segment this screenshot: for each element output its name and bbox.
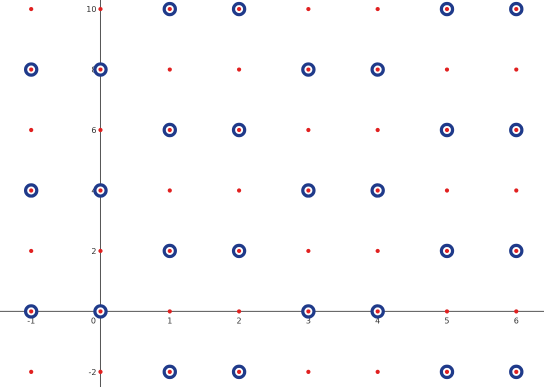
data-point [514,127,519,133]
data-point [98,67,103,72]
x-tick-label: 6 [514,316,519,325]
data-point [167,188,172,193]
data-point [306,6,311,12]
data-point [98,6,103,12]
data-point [236,6,242,12]
data-point [98,188,103,193]
data-point [167,6,172,12]
data-point [306,248,311,254]
x-tick-label: -1 [27,316,35,325]
data-point [444,309,450,314]
data-point [29,127,34,133]
x-tick-label: 3 [306,316,311,325]
data-point [444,188,450,193]
data-point [98,309,103,314]
data-point [306,309,311,314]
data-point [167,67,172,72]
data-point [98,248,103,254]
data-point [514,6,519,12]
data-point [306,369,311,374]
y-tick-label: 10 [86,5,96,14]
data-point [375,248,380,254]
data-point [306,188,311,193]
data-point [514,309,519,314]
data-point [29,67,34,72]
data-point [375,6,380,12]
x-tick-label: 2 [237,316,242,325]
data-point [444,369,450,374]
data-point [514,188,519,193]
y-tick-label: 2 [91,247,96,256]
x-tick-label: 1 [167,316,172,325]
data-point [236,67,242,72]
data-point [375,309,380,314]
data-point [29,188,34,193]
data-point [167,248,172,254]
data-point [514,248,519,254]
data-point [236,248,242,254]
data-point [306,67,311,72]
data-point [98,369,103,374]
data-point [29,248,34,254]
data-point [236,369,242,374]
data-point [236,188,242,193]
x-tick-label: 4 [375,316,380,325]
data-point [514,369,519,374]
data-point [444,248,450,254]
data-point [236,309,242,314]
y-tick-label: 6 [91,126,96,135]
data-point [29,309,34,314]
data-point [167,309,172,314]
points [23,1,524,380]
data-point [167,127,172,133]
data-point [167,369,172,374]
data-point [236,127,242,133]
data-point [375,67,380,72]
data-point [29,6,34,12]
data-point [375,127,380,133]
data-point [29,369,34,374]
data-point [375,369,380,374]
data-point [444,6,450,12]
y-tick-label: -2 [88,368,96,377]
data-point [444,127,450,133]
data-point [98,127,103,133]
x-tick-label: 0 [91,316,96,325]
data-point [514,67,519,72]
data-point [306,127,311,133]
x-tick-label: 5 [444,316,449,325]
data-point [444,67,450,72]
data-point [375,188,380,193]
